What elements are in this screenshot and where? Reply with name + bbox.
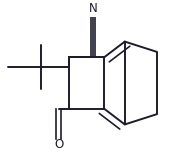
Text: N: N xyxy=(89,2,97,15)
Text: O: O xyxy=(54,138,63,151)
